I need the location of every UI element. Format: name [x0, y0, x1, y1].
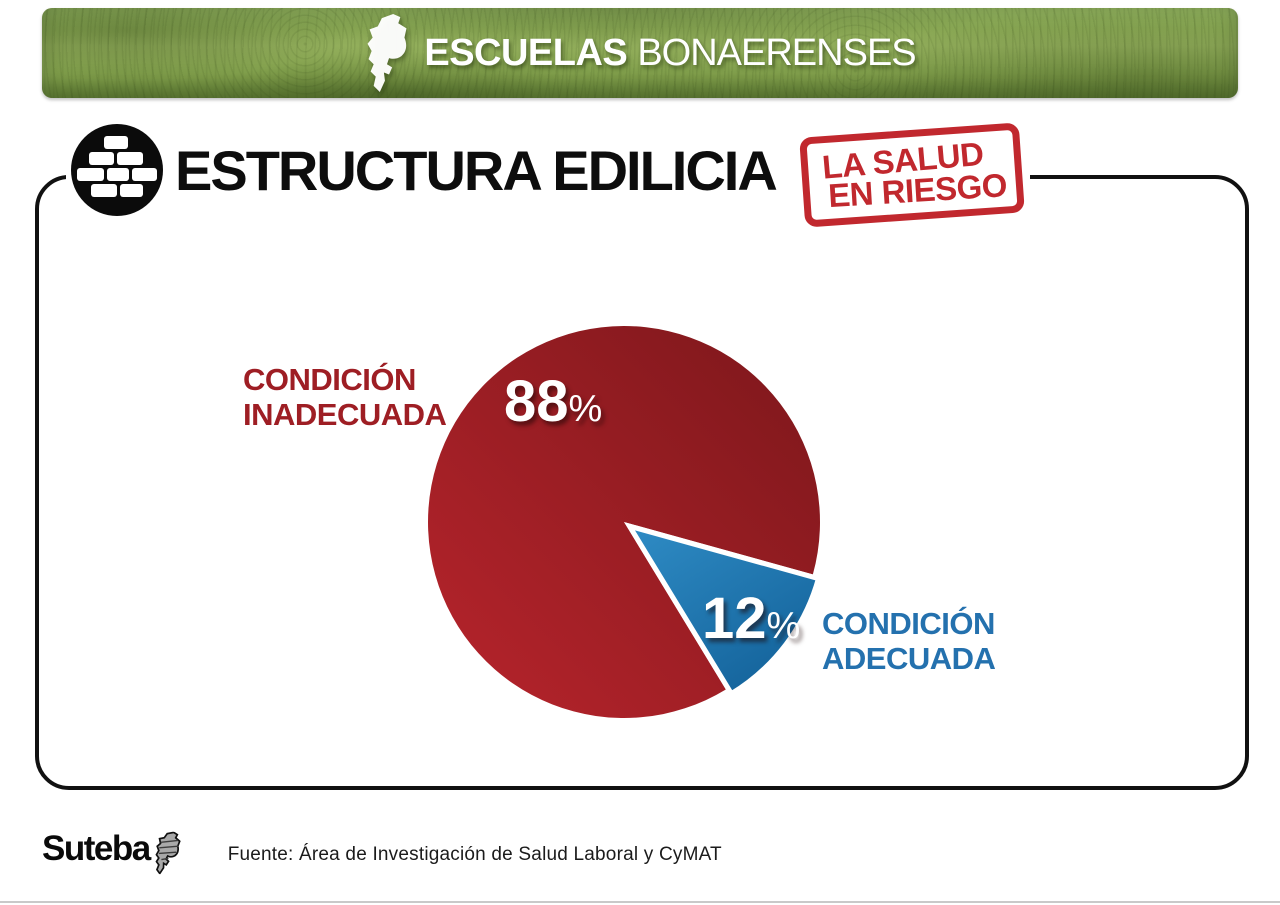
banner-title-bold: ESCUELAS	[424, 31, 628, 74]
suteba-logo-text: Suteba	[42, 829, 151, 868]
pie-value-inadecuada-number: 88	[504, 369, 569, 434]
slice-label-inadecuada: CONDICIÓN INADECUADA	[243, 362, 447, 432]
source-text: Fuente: Área de Investigación de Salud L…	[227, 844, 722, 865]
banner-title-light: BONAERENSES	[637, 31, 916, 74]
pie-chart-svg	[427, 325, 822, 718]
buenos-aires-map-icon	[367, 14, 407, 92]
bottom-divider-line	[0, 901, 1280, 903]
pie-chart	[394, 292, 854, 752]
pie-slice-inadecuada	[427, 325, 820, 718]
slice-label-adecuada-line2: ADECUADA	[822, 641, 996, 676]
page-title: ESTRUCTURA EDILICIA	[175, 138, 778, 202]
suteba-logo: Suteba	[42, 829, 182, 876]
suteba-map-glyph	[155, 831, 181, 876]
banner-content: ESCUELAS BONAERENSES	[42, 8, 1238, 98]
section-title-row: ESTRUCTURA EDILICIA	[71, 124, 778, 216]
stamp-line-2: EN RIESGO	[826, 166, 1008, 215]
slice-label-adecuada: CONDICIÓN ADECUADA	[822, 606, 996, 676]
brick-wall-icon	[71, 124, 163, 216]
percent-sign: %	[568, 388, 603, 430]
slice-label-inadecuada-line2: INADECUADA	[243, 397, 447, 432]
pie-value-adecuada-number: 12	[702, 586, 767, 651]
header-banner: ESCUELAS BONAERENSES	[42, 8, 1238, 98]
slice-label-inadecuada-line1: CONDICIÓN	[243, 362, 416, 397]
slice-label-adecuada-line1: CONDICIÓN	[822, 606, 995, 641]
banner-title: ESCUELAS BONAERENSES	[424, 31, 916, 75]
footer: Suteba Fuente: Área de Investigación de …	[42, 822, 722, 882]
percent-sign: %	[766, 605, 801, 647]
pie-value-inadecuada: 88%	[504, 368, 602, 435]
pie-value-adecuada: 12%	[702, 585, 800, 652]
pie-slice-adecuada	[624, 522, 822, 698]
stamp-la-salud-en-riesgo: LA SALUD EN RIESGO	[799, 122, 1025, 228]
